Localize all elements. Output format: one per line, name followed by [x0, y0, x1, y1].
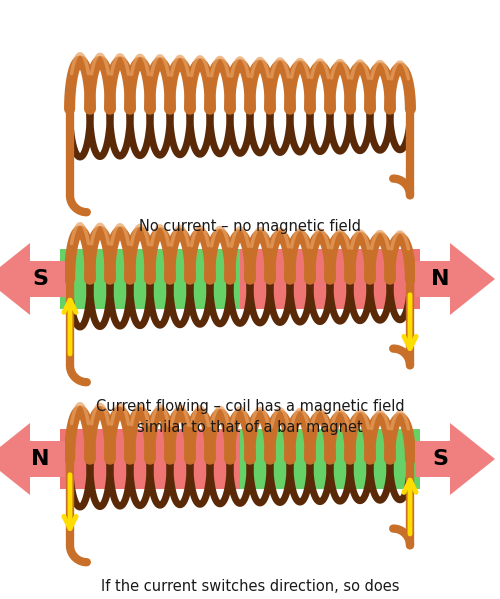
Bar — [415, 441, 450, 477]
Text: N: N — [31, 449, 49, 469]
Text: If the current switches direction, so does
the magnetic field: If the current switches direction, so do… — [101, 579, 399, 599]
Polygon shape — [450, 243, 495, 315]
Bar — [60, 429, 240, 489]
Bar — [60, 249, 240, 308]
Polygon shape — [0, 243, 30, 315]
Text: Current flowing – coil has a magnetic field
similar to that of a bar magnet: Current flowing – coil has a magnetic fi… — [96, 399, 405, 435]
Text: N: N — [431, 269, 449, 289]
Text: S: S — [432, 449, 448, 469]
Bar — [415, 261, 450, 297]
Text: No current – no magnetic field: No current – no magnetic field — [139, 219, 361, 234]
Polygon shape — [0, 423, 30, 495]
Bar — [240, 429, 420, 489]
Bar — [240, 249, 420, 308]
Bar — [30, 261, 65, 297]
Polygon shape — [450, 423, 495, 495]
Text: S: S — [32, 269, 48, 289]
Bar — [30, 441, 65, 477]
